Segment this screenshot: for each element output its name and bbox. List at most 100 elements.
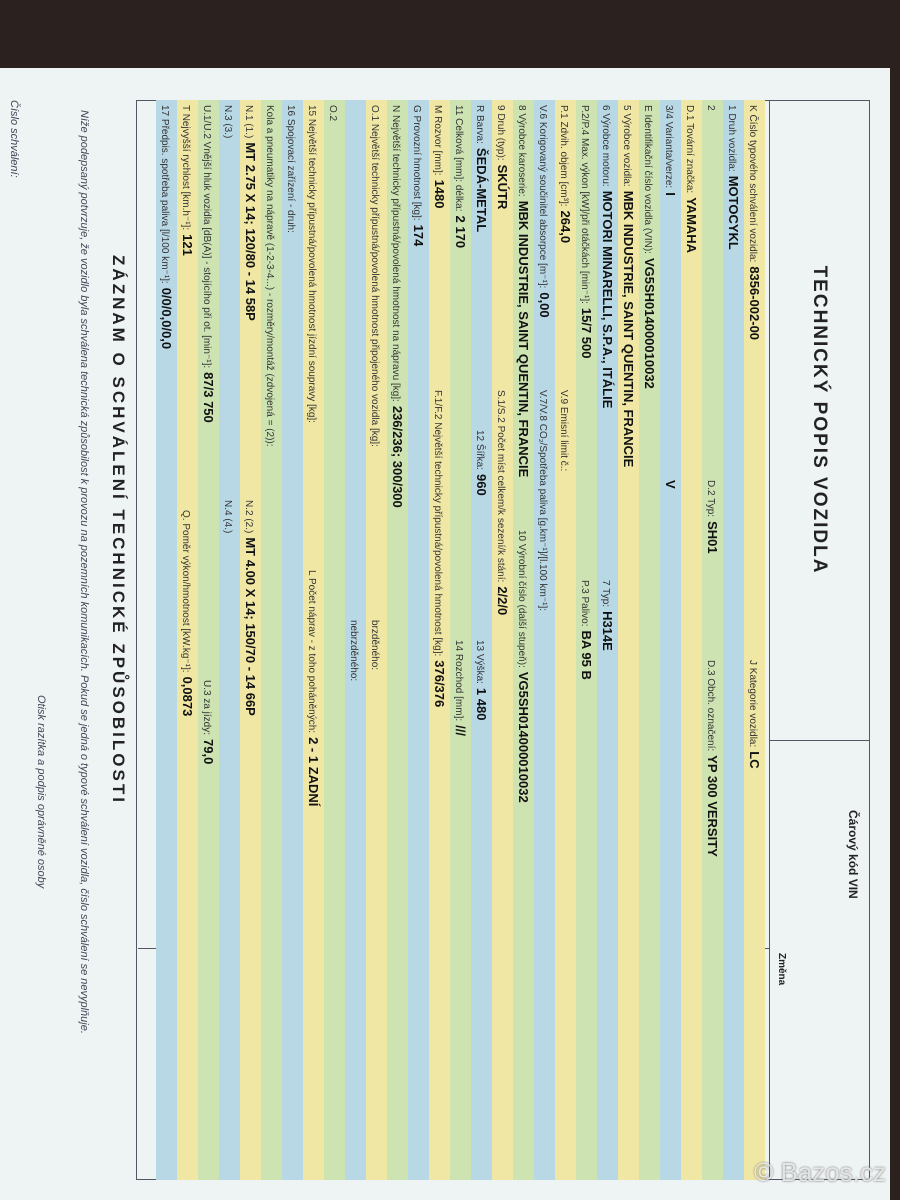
field-value: 1 480: [474, 687, 489, 721]
field-label: E Identifikační číslo vozidla (VIN):: [642, 105, 653, 254]
field-value: LC: [747, 751, 762, 769]
field: T Nejvyšší rychlost [km.h⁻¹]: 121: [177, 105, 198, 256]
field-label: N Největší technicky přípustná/povolená …: [390, 105, 401, 402]
field: P.3 Palivo: BA 95 B: [576, 580, 597, 680]
form-row: K Číslo typového schválení vozidla: 8356-…: [744, 100, 765, 1180]
field: K Číslo typového schválení vozidla: 8356-…: [744, 105, 765, 340]
field: M Rozvor [mm]: 1480: [429, 105, 450, 208]
field-value: ///: [453, 725, 468, 736]
field: 13 Výška: 1 480: [471, 640, 492, 720]
field-label: 2: [705, 105, 716, 111]
form-row: N.1 (1.) MT 2.75 X 14; 120/80 - 14 58P N.2…: [240, 100, 261, 1180]
field: V.6 Korigovaný součinitel absorpce [m⁻¹]…: [534, 105, 555, 318]
form-row: P.1 Zdvih. objem [cm³]: 264,0 V.9 Emisní l…: [555, 100, 576, 1180]
field: 8 Výrobce karoserie: MBK INDUSTRIE, SAINT…: [513, 105, 534, 477]
field-value: 1480: [432, 179, 447, 209]
field-value: 87/3 750: [201, 372, 216, 423]
field: R Barva: ŠEDÁ-METAL: [471, 105, 492, 232]
field-label: P.1 Zdvih. objem [cm³]:: [558, 105, 569, 207]
field-label: Kola a pneumatiky na nápravě (1-2-3-4...…: [264, 105, 275, 447]
field: 6 Výrobce motoru: MOTORI MINARELLI, S.P.A…: [597, 105, 618, 408]
field-value: SKÚTR: [495, 164, 510, 210]
form-row: 2 D.2 Typ: SH01 D.3 Obch. označení: YP 300 V…: [702, 100, 723, 1180]
change-label: Změna: [776, 953, 787, 986]
form-row: nebrzděného:: [345, 100, 366, 1180]
form-row: 11 Celková [mm]: délka: 2 170 14 Rozchod […: [450, 100, 471, 1180]
field-label: F.1/F.2 Největší technicky přípustná/pov…: [432, 390, 443, 657]
field: L Počet náprav - z toho poháněných: 2 - 1…: [303, 570, 324, 806]
form-row: 8 Výrobce karoserie: MBK INDUSTRIE, SAINT…: [513, 100, 534, 1180]
field: 7 Typ: H314E: [597, 580, 618, 651]
field: N Největší technicky přípustná/povolená …: [387, 105, 408, 508]
divider: [769, 100, 770, 1178]
field-label: 9 Druh (typ):: [495, 105, 506, 161]
field-label: G Provozní hmotnost [kg]:: [411, 105, 422, 221]
field: N.2 (2.) MT 4.00 X 14; 150/70 - 14 66P: [240, 500, 261, 716]
field-value: MBK INDUSTRIE, SAINT QUENTIN, FRANCIE: [621, 190, 636, 468]
field-label: T Nejvyšší rychlost [km.h⁻¹]:: [180, 105, 191, 231]
field-label: 11 Celková [mm]: délka:: [453, 105, 464, 212]
field: O.1 Největší technicky přípustná/povolen…: [366, 105, 387, 451]
field: N.3 (3.): [219, 105, 240, 142]
form-row: R Barva:ŠEDÁ-METAL 12 Šířka:960 13 Výška:1…: [471, 100, 492, 1180]
field: Q. Poměr výkon/hmotnost [kW.kg⁻¹]: 0,0873: [177, 510, 198, 716]
field-label: D.2 Typ:: [705, 480, 716, 518]
field: U.1/U.2 Vnější hluk vozidla [dB(A)] - st…: [198, 105, 219, 423]
field: 16 Spojovací zařízení - druh:: [282, 105, 303, 237]
form-row: E Identifikační číslo vozidla (VIN): VG5S…: [639, 100, 660, 1180]
form-row: O.2: [324, 100, 345, 1180]
field-value: 0,0873: [180, 676, 195, 717]
field-label: 3/4 Varianta/verze:: [663, 105, 674, 189]
field: V.7/V.8 CO₂/Spotřeba paliva [g.km⁻¹]/[l.…: [534, 390, 555, 615]
field-label: 16 Spojovací zařízení - druh:: [285, 105, 296, 233]
field-label: V.6 Korigovaný součinitel absorpce [m⁻¹]…: [537, 105, 548, 289]
footer-title: ZÁZNAM O SCHVÁLENÍ TECHNICKÉ ZPŮSOBILOST…: [109, 255, 128, 805]
field-value: I: [663, 192, 678, 196]
field-value: 121: [180, 234, 195, 256]
field-label: 1 Druh vozidla:: [726, 105, 737, 172]
watermark: © Bazos.cz: [754, 1157, 886, 1187]
field: N.1 (1.) MT 2.75 X 14; 120/80 - 14 58P: [240, 105, 261, 321]
field-label: Q. Poměr výkon/hmotnost [kW.kg⁻¹]:: [180, 510, 191, 673]
field: D.2 Typ: SH01: [702, 480, 723, 554]
field: brzděného:: [366, 620, 387, 674]
field-label: 13 Výška:: [474, 640, 485, 684]
field-value: MT 4.00 X 14; 150/70 - 14 66P: [243, 537, 258, 716]
field-label: 12 Šířka:: [474, 430, 485, 471]
field-value: SH01: [705, 521, 720, 554]
form-row: V.6 Korigovaný součinitel absorpce [m⁻¹]…: [534, 100, 555, 1180]
field-value: 8356-002-00: [747, 266, 762, 341]
form-row: M Rozvor [mm]: 1480 F.1/F.2 Největší techn…: [429, 100, 450, 1180]
field-label: 5 Výrobce vozidla:: [621, 105, 632, 187]
form-row: N.3 (3.) N.4 (4.): [219, 100, 240, 1180]
form-row: O.1 Největší technicky přípustná/povolen…: [366, 100, 387, 1180]
field-value: MT 2.75 X 14; 120/80 - 14 58P: [243, 142, 258, 321]
field-label: 14 Rozchod [mm]:: [453, 640, 464, 722]
document: TECHNICKÝ POPIS VOZIDLA Čárový kód VIN Z…: [5, 75, 885, 1185]
field-value: 236/236; 300/300: [390, 405, 405, 508]
statement: Níže podepsaný potvrzuje, že vozidlo byl…: [78, 110, 90, 1034]
title: TECHNICKÝ POPIS VOZIDLA: [809, 265, 830, 575]
field-value: YAMAHA: [684, 197, 699, 254]
form-row: 5 Výrobce vozidla: MBK INDUSTRIE, SAINT Q…: [618, 100, 639, 1180]
field: P.2/P.4 Max. výkon [kW]/při otáčkách [mi…: [576, 105, 597, 358]
field: V: [660, 480, 681, 489]
field-label: V.9 Emisní limit č.:: [558, 390, 569, 472]
field: 2: [702, 105, 723, 115]
field-label: V.7/V.8 CO₂/Spotřeba paliva [g.km⁻¹]/[l.…: [537, 390, 548, 612]
field-label: 8 Výrobce karoserie:: [516, 105, 527, 197]
field-label: P.2/P.4 Max. výkon [kW]/při otáčkách [mi…: [579, 105, 590, 304]
field: U.3 za jízdy: 79,0: [198, 680, 219, 764]
field-label: 6 Výrobce motoru:: [600, 105, 611, 187]
field-value: H314E: [600, 611, 615, 651]
field-label: J Kategorie vozidla:: [747, 660, 758, 748]
field-label: N.1 (1.): [243, 105, 254, 139]
field-value: V: [663, 480, 678, 489]
stamp-label: Otisk razítka a podpis oprávněné osoby: [35, 695, 47, 889]
field: F.1/F.2 Největší technicky přípustná/pov…: [429, 390, 450, 707]
field-value: MBK INDUSTRIE, SAINT QUENTIN, FRANCIE: [516, 200, 531, 478]
field: S.1/S.2 Počet míst celkem/k sezení/k stá…: [492, 390, 513, 615]
field-label: P.3 Palivo:: [579, 580, 590, 627]
field-value: MOTOCYKL: [726, 175, 741, 250]
